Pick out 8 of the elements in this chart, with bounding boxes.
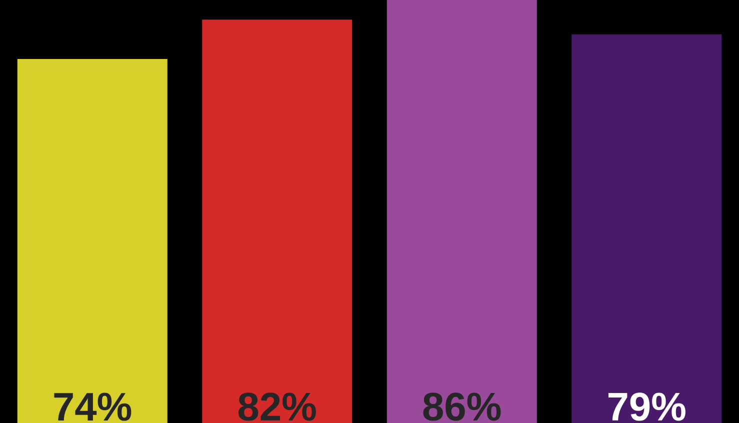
- bar: [386, 0, 537, 423]
- data-label: 82%: [238, 392, 316, 421]
- data-label: 74%: [54, 392, 132, 421]
- data-label: 86%: [423, 392, 501, 421]
- bar: [572, 34, 722, 423]
- bar: [202, 20, 352, 423]
- data-label: 79%: [608, 392, 686, 421]
- bar: [17, 59, 168, 423]
